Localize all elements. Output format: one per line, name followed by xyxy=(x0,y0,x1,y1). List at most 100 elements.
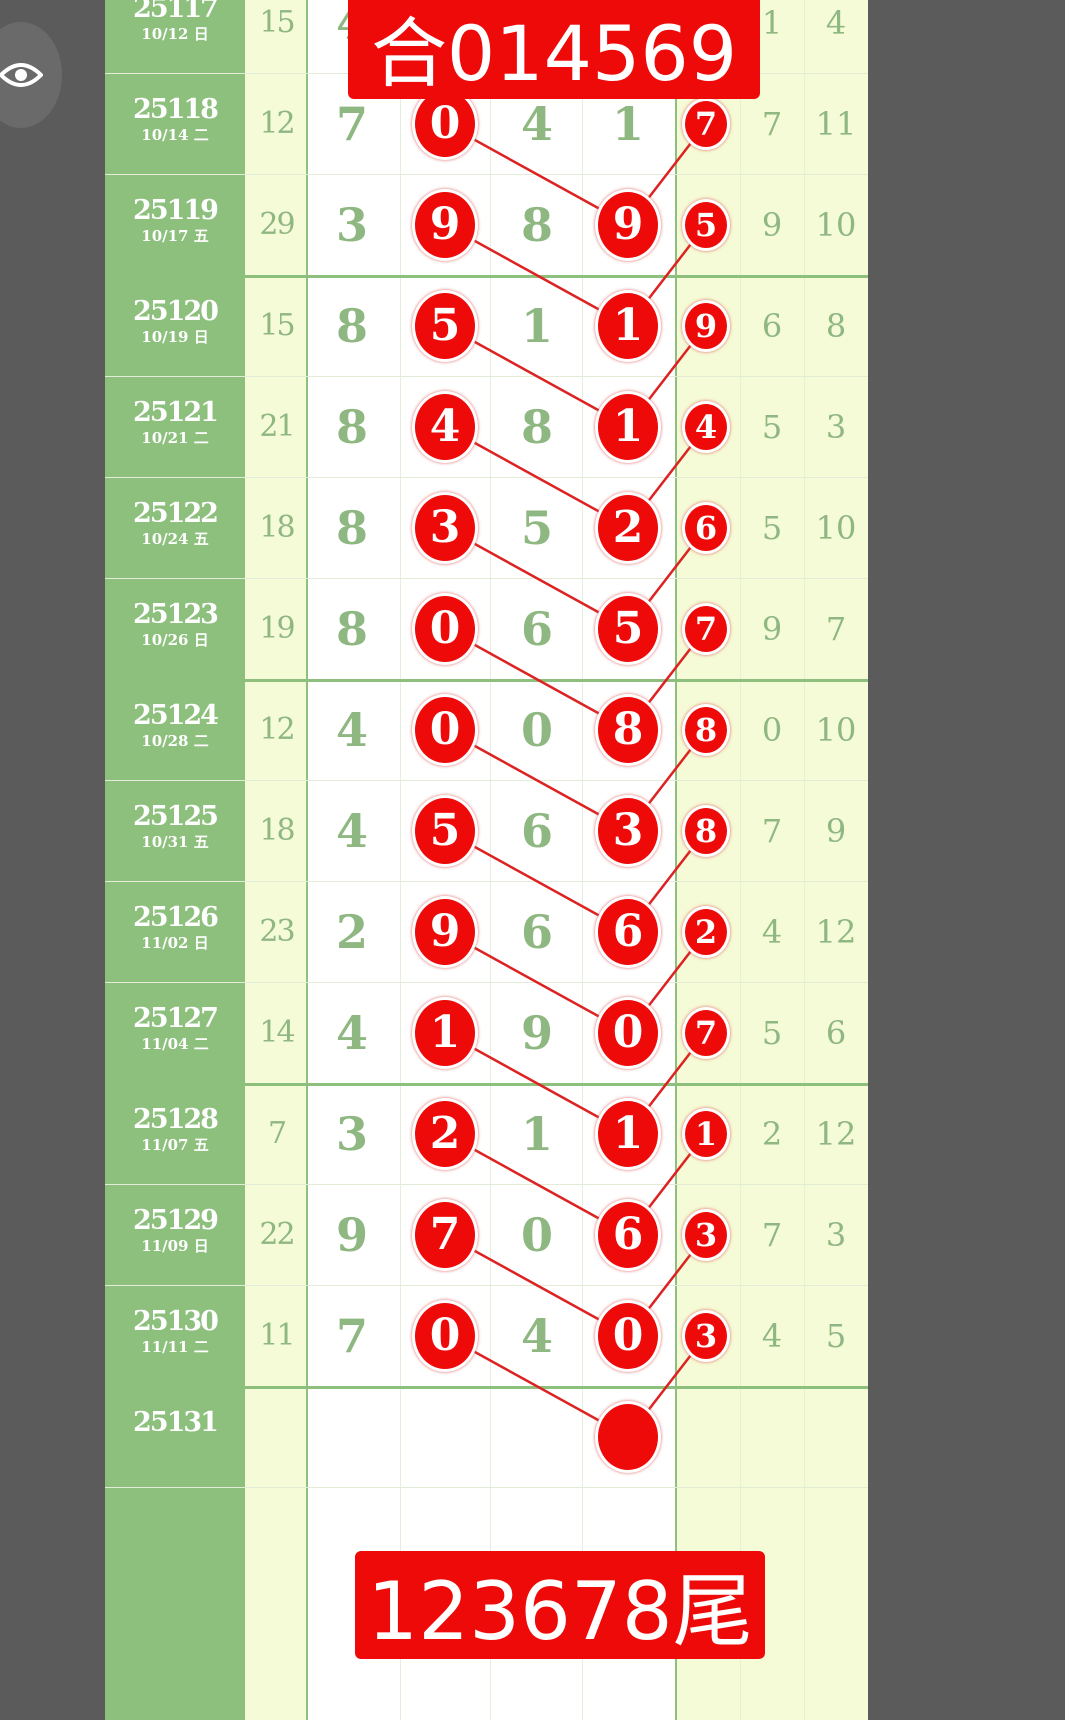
issue-date: 10/31 五 xyxy=(141,833,209,851)
issue-date: 11/04 二 xyxy=(141,1035,209,1053)
sum-cell: 29 xyxy=(259,207,295,242)
table-row: 25131 xyxy=(0,1386,1080,1487)
d3-cell: 6 xyxy=(520,803,553,858)
c7-cell: 3 xyxy=(825,1215,847,1254)
c6-cell: 5 xyxy=(761,1013,783,1052)
c6-cell: 2 xyxy=(761,1114,783,1153)
tail-area xyxy=(675,0,868,1720)
issue-date: 10/26 日 xyxy=(141,631,209,649)
c5-ball: 7 xyxy=(682,602,730,655)
d3-cell: 4 xyxy=(520,1308,553,1363)
c7-cell: 10 xyxy=(815,710,857,749)
c6-cell: 5 xyxy=(761,407,783,446)
issue-label: 25129 11/09 日 xyxy=(105,1184,245,1285)
sum-cell: 19 xyxy=(259,611,295,646)
c7-cell: 9 xyxy=(825,811,847,850)
d3-cell xyxy=(492,1386,582,1487)
d1-cell: 3 xyxy=(335,1106,368,1161)
grid-vline xyxy=(740,0,741,1720)
d2-ball: 5 xyxy=(412,289,478,362)
c7-cell: 8 xyxy=(825,306,847,345)
issue-date: 10/21 二 xyxy=(141,429,209,447)
issue-label: 25130 11/11 二 xyxy=(105,1285,245,1386)
table-row: 25128 11/07 五 7 3 1 2 12 xyxy=(0,1083,1080,1184)
table-row: 25123 10/26 日 19 8 6 9 7 xyxy=(0,578,1080,679)
d4-ball: 9 xyxy=(595,188,661,261)
c7-cell: 4 xyxy=(825,3,847,42)
table-row: 25125 10/31 五 18 4 6 7 9 xyxy=(0,780,1080,881)
c6-cell xyxy=(740,1386,804,1487)
issue-number: 25131 xyxy=(133,1407,219,1438)
d1-cell xyxy=(307,1386,397,1487)
d4-ball: 3 xyxy=(595,794,661,867)
d4-ball xyxy=(595,1400,661,1473)
d1-cell: 3 xyxy=(335,197,368,252)
c6-cell: 1 xyxy=(761,3,783,42)
d2-ball: 1 xyxy=(412,996,478,1069)
sum-cell: 11 xyxy=(259,1318,295,1353)
sum-cell: 15 xyxy=(259,308,295,343)
left-frame xyxy=(0,0,105,1720)
d1-cell: 8 xyxy=(335,399,368,454)
c5-ball: 1 xyxy=(682,1107,730,1160)
issue-label: 25122 10/24 五 xyxy=(105,477,245,578)
issue-number: 25125 xyxy=(133,801,219,832)
d2-ball: 9 xyxy=(412,895,478,968)
table-row: 25130 11/11 二 11 7 4 4 5 xyxy=(0,1285,1080,1386)
c5-ball: 7 xyxy=(682,1006,730,1059)
d3-cell: 8 xyxy=(520,399,553,454)
d2-ball: 3 xyxy=(412,491,478,564)
c6-cell: 4 xyxy=(761,912,783,951)
sum-cell: 15 xyxy=(259,5,295,40)
issue-label: 25117 10/12 日 xyxy=(105,0,245,73)
table-row: 25120 10/19 日 15 8 1 6 8 xyxy=(0,275,1080,376)
c5-ball: 9 xyxy=(682,299,730,352)
c7-cell: 5 xyxy=(825,1316,847,1355)
issue-label: 25127 11/04 二 xyxy=(105,982,245,1083)
table-row: 25124 10/28 二 12 4 0 0 10 xyxy=(0,679,1080,780)
c5-ball: 6 xyxy=(682,501,730,554)
issue-label: 25124 10/28 二 xyxy=(105,679,245,780)
issue-date: 11/07 五 xyxy=(141,1136,209,1154)
sum-cell: 14 xyxy=(259,1015,295,1050)
table-row: 25121 10/21 二 21 8 8 5 3 xyxy=(0,376,1080,477)
c5-ball: 5 xyxy=(682,198,730,251)
sum-cell: 18 xyxy=(259,813,295,848)
c7-cell: 6 xyxy=(825,1013,847,1052)
d2-ball: 2 xyxy=(412,1097,478,1170)
d1-cell: 8 xyxy=(335,500,368,555)
d3-cell: 1 xyxy=(520,1106,553,1161)
d4-ball: 5 xyxy=(595,592,661,665)
table-row: 25129 11/09 日 22 9 0 7 3 xyxy=(0,1184,1080,1285)
sum-cell: 12 xyxy=(259,106,295,141)
c5-ball: 4 xyxy=(682,400,730,453)
d3-cell: 8 xyxy=(520,197,553,252)
c6-cell: 9 xyxy=(761,205,783,244)
issue-number: 25130 xyxy=(133,1306,219,1337)
sum-cell: 12 xyxy=(259,712,295,747)
issue-label: 25126 11/02 日 xyxy=(105,881,245,982)
d4-ball: 1 xyxy=(595,289,661,362)
sum-cell: 23 xyxy=(259,914,295,949)
sum-column xyxy=(245,0,308,1720)
c6-cell: 0 xyxy=(761,710,783,749)
d4-ball: 2 xyxy=(595,491,661,564)
table-row: 25126 11/02 日 23 2 6 4 12 xyxy=(0,881,1080,982)
c6-cell: 7 xyxy=(761,811,783,850)
grid-vline xyxy=(804,0,805,1720)
c5-ball: 3 xyxy=(682,1309,730,1362)
table-row: 25122 10/24 五 18 8 5 5 10 xyxy=(0,477,1080,578)
d2-ball: 0 xyxy=(412,87,478,160)
right-frame xyxy=(868,0,1065,1720)
issue-date: 11/09 日 xyxy=(141,1237,209,1255)
issue-number: 25122 xyxy=(133,498,219,529)
c6-cell: 7 xyxy=(761,104,783,143)
issue-number: 25119 xyxy=(133,195,219,226)
d2-ball: 7 xyxy=(412,1198,478,1271)
d3-cell: 6 xyxy=(520,904,553,959)
issue-number: 25118 xyxy=(133,94,219,125)
issue-number: 25123 xyxy=(133,599,219,630)
d1-cell: 2 xyxy=(335,904,368,959)
issue-date: 10/12 日 xyxy=(141,25,209,43)
issue-label: 25121 10/21 二 xyxy=(105,376,245,477)
